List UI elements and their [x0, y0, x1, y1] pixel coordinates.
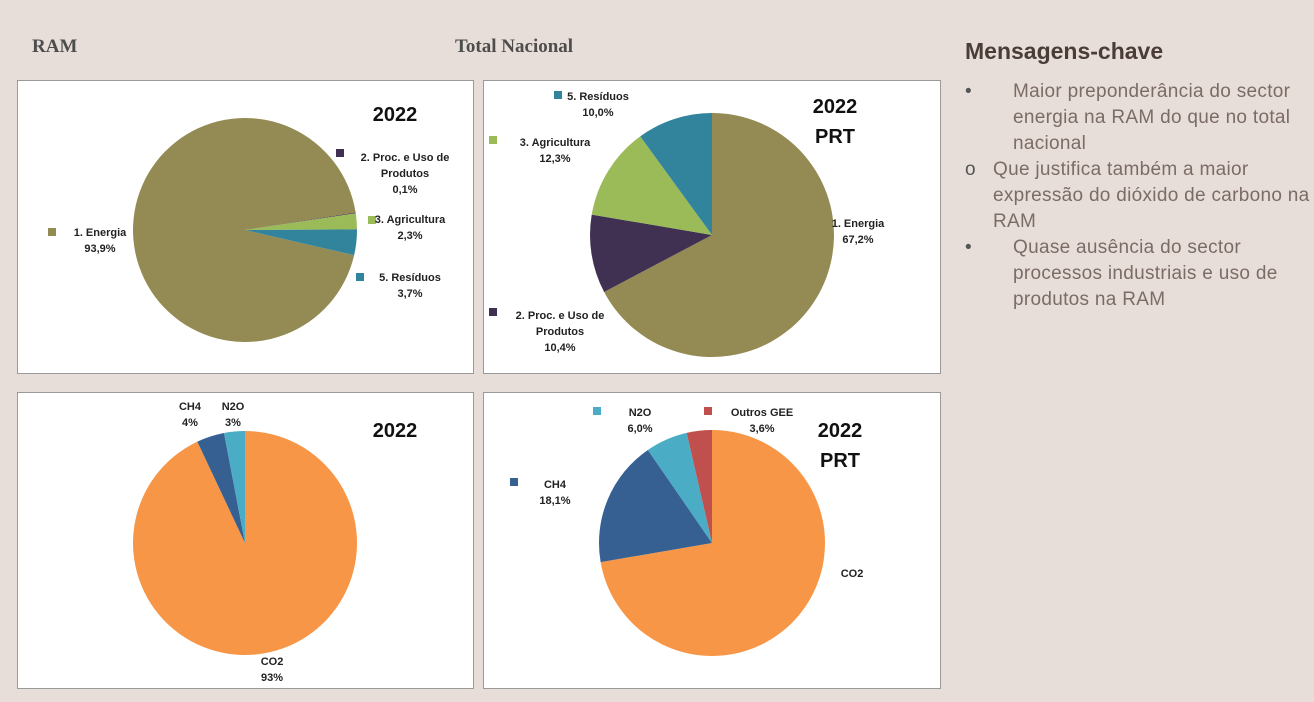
bullet: Quase ausência do sector processos indus… [965, 235, 1310, 313]
slice-value: 10,4% [544, 342, 576, 354]
chart-subtitle: PRT [820, 450, 860, 472]
slice-name: 3. Agricultura [519, 137, 591, 149]
legend-marker [368, 216, 376, 224]
slice-label: 1. Energia 93,9% [65, 225, 135, 257]
sub-bullet: Que justifica também a maior expressão d… [965, 157, 1310, 235]
slice-value: 4% [182, 417, 198, 429]
slice-label: 3. Agricultura 12,3% [510, 135, 600, 167]
slice-value: 0,1% [392, 184, 418, 196]
slice-label: CH4 4% [175, 399, 205, 431]
slice-label: CH4 18,1% [535, 477, 575, 509]
slice-name: N2O [221, 401, 245, 413]
legend-marker [704, 407, 712, 415]
slice-name: 2. Proc. e Uso de Produtos [515, 310, 605, 338]
slice-value: 93,9% [84, 243, 116, 255]
pie-slice [686, 430, 712, 543]
legend-marker [811, 561, 819, 569]
pie-slice [647, 432, 712, 543]
slice-name: 1. Energia [831, 218, 885, 230]
slice-name: CH4 [543, 479, 566, 491]
slice-value: 3,6% [749, 423, 775, 435]
bullet-text: Maior preponderância do sector energia n… [1013, 81, 1291, 154]
slice-name: 5. Resíduos [567, 91, 629, 103]
pie-slice [599, 449, 712, 563]
slice-label: 5. Resíduos 3,7% [365, 270, 455, 302]
slice-value: 93% [260, 672, 284, 684]
slice-label: Outros GEE 3,6% [722, 405, 802, 437]
slice-value: 12,3% [539, 153, 571, 165]
slice-label: 1. Energia 67,2% [823, 216, 893, 248]
slice-label: 3. Agricultura 2,3% [365, 212, 455, 244]
chart-subtitle: PRT [815, 126, 855, 148]
slice-value: 2,3% [397, 230, 423, 242]
pie-slice [640, 113, 712, 235]
slice-name: 5. Resíduos [379, 272, 441, 284]
bullet-text: Quase ausência do sector processos indus… [1013, 237, 1278, 310]
slice-name: 2. Proc. e Uso de Produtos [360, 152, 450, 180]
key-messages-title: Mensagens-chave [965, 38, 1164, 64]
slice-name: CO2 [260, 656, 284, 668]
slice-label: 2. Proc. e Uso de Produtos 0,1% [345, 150, 465, 198]
pie-slice [604, 113, 834, 357]
legend-marker [510, 478, 518, 486]
legend-marker [48, 228, 56, 236]
pie-slice [224, 431, 245, 543]
pie-slice [591, 136, 712, 235]
slice-value: 10,0% [582, 107, 614, 119]
slice-label: N2O 6,0% [620, 405, 660, 437]
slice-name: 1. Energia [73, 227, 127, 239]
pie-slice [245, 212, 356, 230]
header-left: RAM [32, 36, 78, 57]
chart-title: 2022 [372, 420, 418, 442]
chart-title: 2022 [812, 96, 858, 118]
slice-value: 3% [225, 417, 241, 429]
slice-value: 67,2% [842, 234, 874, 246]
slice-name: CO2 [840, 568, 864, 580]
legend-marker [489, 136, 497, 144]
slice-value: 18,1% [539, 495, 571, 507]
header-center: Total Nacional [455, 36, 574, 57]
slice-name: N2O [628, 407, 652, 419]
legend-marker [336, 149, 344, 157]
pie-slice [245, 213, 357, 230]
pie-slice [245, 229, 357, 256]
slice-name: CH4 [178, 401, 201, 413]
sub-list: Que justifica também a maior expressão d… [965, 157, 1310, 235]
pie-slice [600, 430, 825, 657]
pie-slice [197, 432, 245, 543]
pie-slice [589, 214, 712, 292]
legend-marker [554, 91, 562, 99]
slice-label: N2O 3% [218, 399, 248, 431]
key-messages-list: Maior preponderância do sector energia n… [965, 79, 1310, 313]
slice-label: CO2 93% [252, 654, 292, 686]
slice-label: 2. Proc. e Uso de Produtos 10,4% [500, 308, 620, 356]
slice-value: 6,0% [627, 423, 653, 435]
legend-marker [489, 308, 497, 316]
slice-label: 5. Resíduos 10,0% [558, 89, 638, 121]
chart-title: 2022 [817, 420, 863, 442]
slice-label: CO2 [832, 566, 872, 582]
chart-title: 2022 [372, 104, 418, 126]
key-messages: Mensagens-chave Maior preponderância do … [965, 38, 1310, 313]
slice-name: 3. Agricultura [374, 214, 446, 226]
charts [48, 91, 834, 657]
legend-marker [356, 273, 364, 281]
slice-value: 3,7% [397, 288, 423, 300]
slice-name: Outros GEE [730, 407, 794, 419]
bullet: Maior preponderância do sector energia n… [965, 79, 1310, 157]
pie-slice [133, 118, 356, 342]
legend-marker [593, 407, 601, 415]
